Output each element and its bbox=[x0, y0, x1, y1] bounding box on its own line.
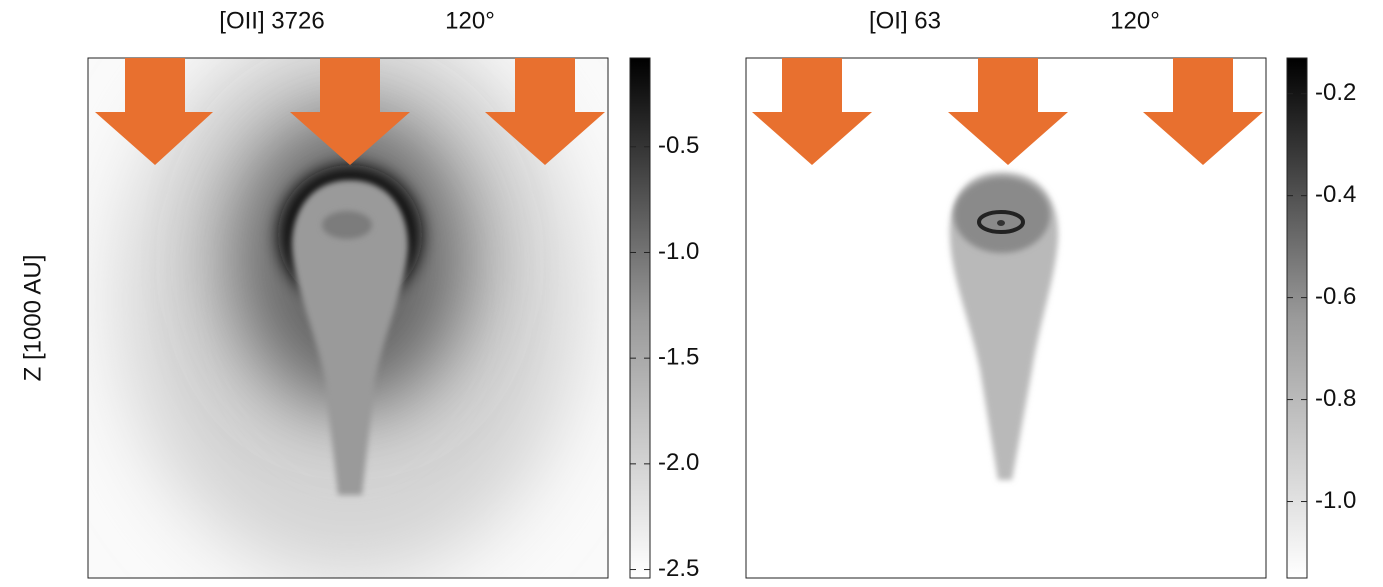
colorbar bbox=[630, 58, 650, 578]
figure: [OII] 3726 120° Z [1000 AU] -0.5 -1.0 -1.5 -2.… bbox=[0, 0, 1383, 582]
panel-angle: 120° bbox=[445, 7, 495, 34]
panel-angle: 120° bbox=[1110, 7, 1160, 34]
colorbar-tick-label: -1.0 bbox=[658, 238, 699, 265]
colorbar-tick-label: -1.5 bbox=[658, 344, 699, 371]
colorbar-tick-label: -2.0 bbox=[658, 449, 699, 476]
y-axis-label: Z [1000 AU] bbox=[19, 255, 46, 382]
colorbar-tick-label: -2.5 bbox=[658, 555, 699, 582]
panel-title: [OII] 3726 bbox=[219, 7, 324, 34]
colorbar bbox=[1287, 58, 1307, 578]
colorbar-tick-label: -0.6 bbox=[1315, 283, 1356, 310]
colorbar-tick-label: -0.5 bbox=[658, 132, 699, 159]
colorbar-tick-label: -1.0 bbox=[1315, 487, 1356, 514]
colorbar-tick-label: -0.4 bbox=[1315, 181, 1356, 208]
colorbar-tick-label: -0.8 bbox=[1315, 385, 1356, 412]
colorbar-tick-label: -0.2 bbox=[1315, 79, 1356, 106]
panel-title: [OI] 63 bbox=[869, 7, 941, 34]
